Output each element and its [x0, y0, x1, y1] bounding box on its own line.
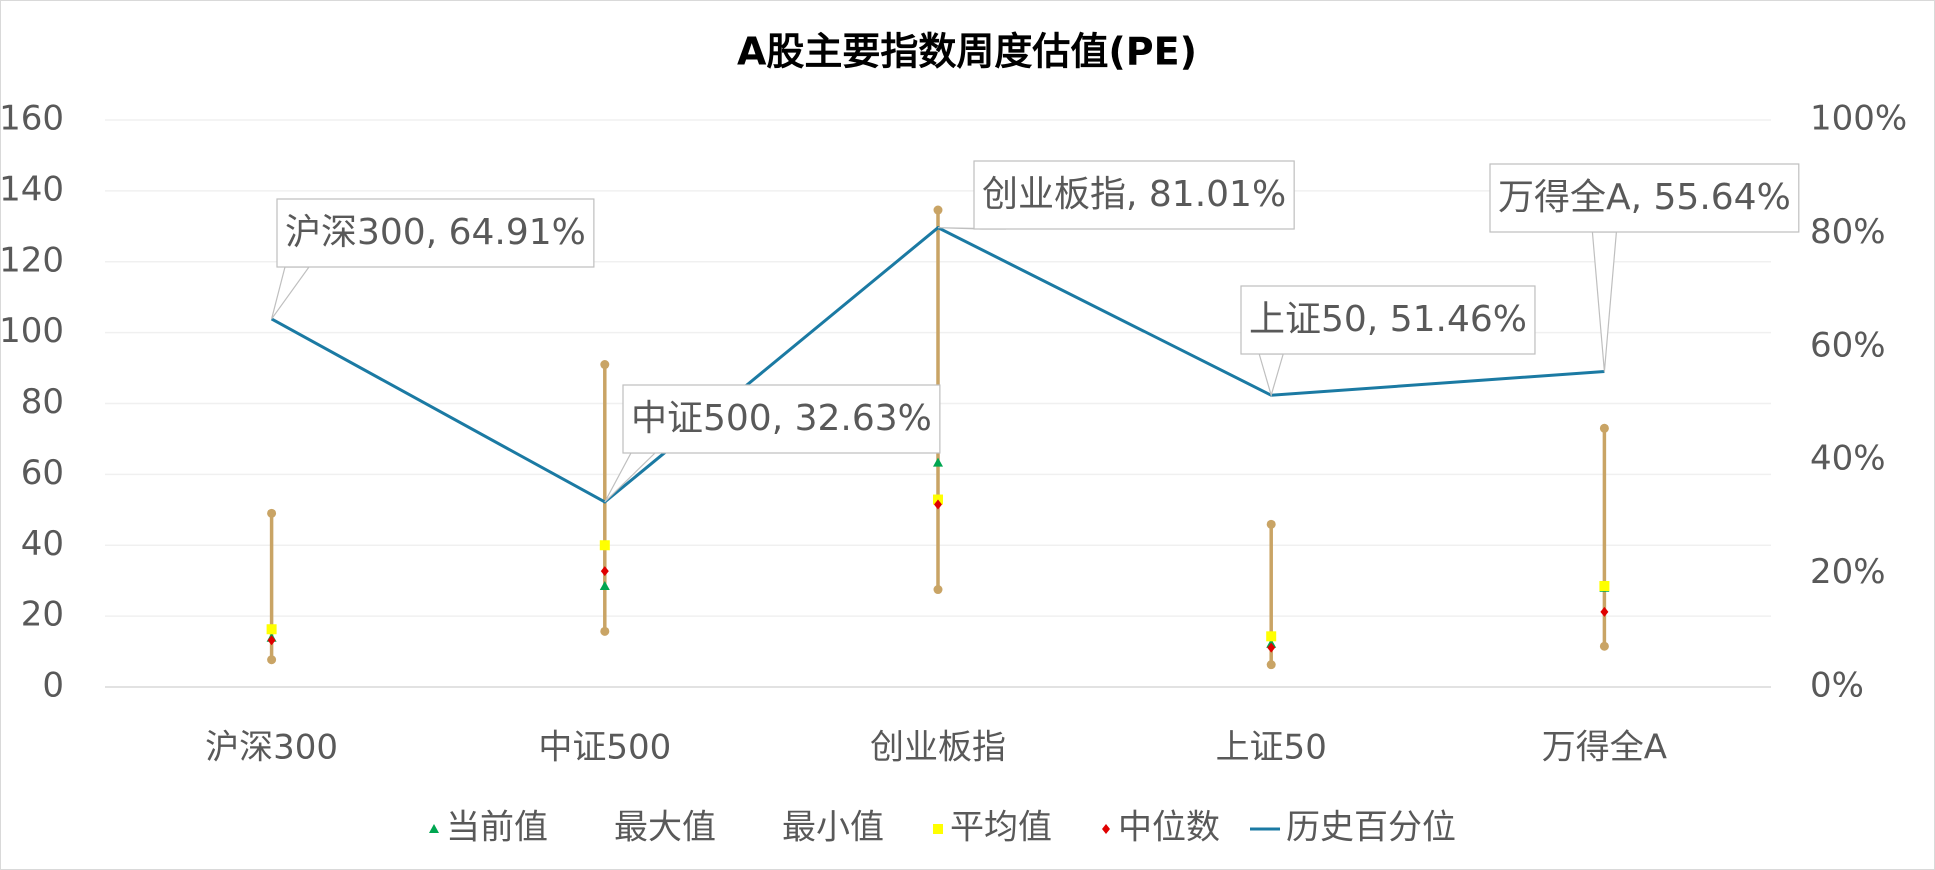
triangle-marker: [429, 824, 439, 833]
y-tick-label: 80: [21, 382, 64, 422]
percentile-line: [270, 225, 1605, 504]
square-marker: [933, 824, 943, 834]
triangle-marker: [599, 581, 610, 591]
y2-tick-label: 20%: [1810, 552, 1886, 592]
legend-label: 最小值: [782, 808, 884, 848]
data-label: 上证50, 51.46%: [1249, 299, 1527, 340]
diamond-marker: [267, 635, 276, 646]
y-tick-label: 60: [21, 453, 64, 493]
y-tick-label: 120: [0, 240, 64, 280]
y2-tick-label: 0%: [1810, 666, 1864, 706]
diamond-marker: [1102, 824, 1110, 834]
legend-label: 当前值: [446, 808, 548, 848]
y-tick-label: 40: [21, 524, 64, 564]
circle-marker: [1599, 641, 1609, 651]
data-label: 中证500, 32.63%: [631, 398, 932, 439]
circle-marker: [267, 508, 277, 518]
data-label: 万得全A, 55.64%: [1498, 177, 1791, 218]
legend-label: 中位数: [1118, 808, 1220, 848]
x-tick-label: 沪深300: [205, 728, 338, 768]
callout-box: [1240, 285, 1536, 355]
square-marker: [1599, 581, 1610, 592]
triangle-marker: [933, 457, 943, 467]
chart-title: A股主要指数周度估值(PE): [737, 30, 1197, 74]
x-tick-label: 创业板指: [870, 728, 1006, 768]
circle-marker: [600, 626, 610, 636]
callout-box: [622, 384, 941, 454]
circle-marker: [1266, 660, 1276, 670]
y2-tick-label: 80%: [1810, 212, 1886, 252]
square-marker: [599, 540, 610, 551]
diamond-marker: [934, 499, 942, 510]
diamond-marker: [600, 566, 609, 577]
callout-box: [1489, 163, 1800, 233]
data-label: 创业板指, 81.01%: [982, 174, 1286, 215]
x-tick-label: 中证500: [538, 728, 671, 768]
legend-label: 平均值: [950, 808, 1052, 848]
y2-tick-label: 100%: [1810, 99, 1907, 139]
diamond-marker: [1600, 606, 1609, 617]
circle-marker: [1599, 423, 1609, 433]
legend-label: 历史百分位: [1286, 808, 1456, 848]
y-tick-label: 140: [0, 169, 64, 209]
y-tick-label: 0: [42, 666, 64, 706]
x-tick-label: 上证50: [1216, 728, 1327, 768]
circle-marker: [933, 585, 943, 595]
circle-marker: [267, 655, 277, 665]
callout-box: [973, 160, 1295, 230]
y-tick-label: 20: [21, 595, 64, 635]
circle-marker: [1266, 519, 1276, 529]
y-tick-label: 160: [0, 99, 64, 139]
callout-box: [276, 198, 595, 268]
square-marker: [266, 624, 277, 635]
y2-tick-label: 40%: [1810, 439, 1886, 479]
y-tick-label: 100: [0, 311, 64, 351]
square-marker: [1266, 631, 1277, 642]
legend-label: 最大值: [614, 808, 716, 848]
circle-marker: [600, 360, 610, 370]
data-label: 沪深300, 64.91%: [285, 212, 586, 253]
y2-tick-label: 60%: [1810, 325, 1886, 365]
diamond-marker: [1267, 642, 1276, 653]
circle-marker: [933, 205, 943, 215]
x-tick-label: 万得全A: [1542, 728, 1667, 768]
